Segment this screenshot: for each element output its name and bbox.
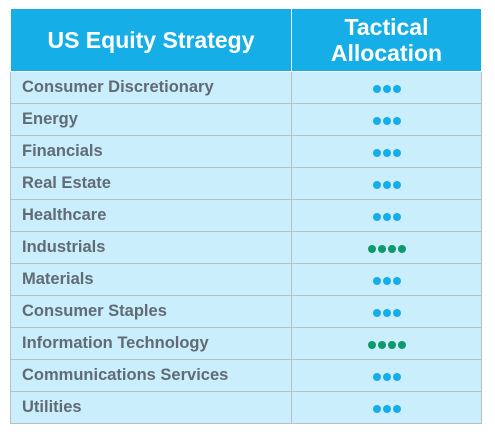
allocation-dot-icon: [382, 373, 391, 382]
table-row: Healthcare: [10, 199, 482, 232]
allocation-dot-icon: [382, 213, 391, 222]
allocation-cell: [291, 103, 482, 136]
allocation-header: Tactical Allocation: [291, 8, 482, 72]
allocation-dot-icon: [392, 405, 401, 414]
allocation-cell: [291, 391, 482, 424]
strategy-header: US Equity Strategy: [10, 8, 292, 72]
allocation-dot-icon: [372, 85, 381, 94]
sector-name: Communications Services: [10, 359, 292, 392]
allocation-dots-indicator: [372, 370, 401, 384]
allocation-dot-icon: [382, 149, 391, 158]
allocation-dot-icon: [397, 245, 406, 254]
allocation-cell: [291, 295, 482, 328]
allocation-dot-icon: [392, 149, 401, 158]
allocation-dot-icon: [377, 245, 386, 254]
strategy-header-label: US Equity Strategy: [47, 27, 255, 53]
sector-name: Utilities: [10, 391, 292, 424]
allocation-dots-indicator: [372, 82, 401, 96]
allocation-dot-icon: [392, 277, 401, 286]
allocation-header-line2: Allocation: [330, 40, 443, 66]
allocation-dot-icon: [382, 117, 391, 126]
table-header-row: US Equity Strategy Tactical Allocation: [10, 8, 482, 72]
allocation-dot-icon: [387, 341, 396, 350]
sector-name: Industrials: [10, 231, 292, 264]
allocation-dot-icon: [387, 245, 396, 254]
allocation-cell: [291, 135, 482, 168]
table-row: Utilities: [10, 391, 482, 424]
allocation-dot-icon: [372, 181, 381, 190]
allocation-table: US Equity Strategy Tactical Allocation C…: [10, 8, 482, 424]
table-row: Industrials: [10, 231, 482, 264]
allocation-dot-icon: [392, 373, 401, 382]
allocation-dot-icon: [382, 277, 391, 286]
allocation-dots-indicator: [372, 402, 401, 416]
allocation-dots-indicator: [367, 242, 406, 256]
table-row: Financials: [10, 135, 482, 168]
allocation-dots-indicator: [372, 114, 401, 128]
allocation-dot-icon: [382, 309, 391, 318]
allocation-dots-indicator: [372, 146, 401, 160]
allocation-dot-icon: [372, 309, 381, 318]
allocation-dot-icon: [392, 181, 401, 190]
table-row: Consumer Staples: [10, 295, 482, 328]
allocation-cell: [291, 71, 482, 104]
allocation-dot-icon: [367, 245, 376, 254]
allocation-cell: [291, 263, 482, 296]
sector-name: Real Estate: [10, 167, 292, 200]
allocation-dots-indicator: [372, 178, 401, 192]
allocation-dot-icon: [372, 373, 381, 382]
sector-name: Materials: [10, 263, 292, 296]
allocation-dot-icon: [377, 341, 386, 350]
allocation-dot-icon: [372, 213, 381, 222]
sector-name: Healthcare: [10, 199, 292, 232]
table-body: Consumer Discretionary Energy Financials Re…: [10, 71, 482, 424]
sector-name: Consumer Staples: [10, 295, 292, 328]
allocation-dot-icon: [397, 341, 406, 350]
sector-name: Financials: [10, 135, 292, 168]
sector-name: Information Technology: [10, 327, 292, 360]
allocation-dot-icon: [382, 405, 391, 414]
allocation-dot-icon: [392, 213, 401, 222]
allocation-dot-icon: [367, 341, 376, 350]
allocation-dot-icon: [372, 405, 381, 414]
allocation-dot-icon: [392, 117, 401, 126]
allocation-dot-icon: [392, 85, 401, 94]
table-row: Information Technology: [10, 327, 482, 360]
allocation-dot-icon: [372, 149, 381, 158]
table-row: Consumer Discretionary: [10, 71, 482, 104]
table-row: Communications Services: [10, 359, 482, 392]
allocation-dot-icon: [392, 309, 401, 318]
allocation-dot-icon: [382, 85, 391, 94]
allocation-dots-indicator: [372, 306, 401, 320]
allocation-cell: [291, 199, 482, 232]
allocation-dot-icon: [372, 117, 381, 126]
allocation-cell: [291, 167, 482, 200]
sector-name: Consumer Discretionary: [10, 71, 292, 104]
allocation-dots-indicator: [367, 338, 406, 352]
table-row: Energy: [10, 103, 482, 136]
table-row: Materials: [10, 263, 482, 296]
allocation-header-line1: Tactical: [344, 14, 429, 40]
allocation-dots-indicator: [372, 274, 401, 288]
allocation-cell: [291, 359, 482, 392]
allocation-dot-icon: [382, 181, 391, 190]
allocation-dot-icon: [372, 277, 381, 286]
allocation-cell: [291, 231, 482, 264]
table-row: Real Estate: [10, 167, 482, 200]
sector-name: Energy: [10, 103, 292, 136]
allocation-cell: [291, 327, 482, 360]
allocation-dots-indicator: [372, 210, 401, 224]
